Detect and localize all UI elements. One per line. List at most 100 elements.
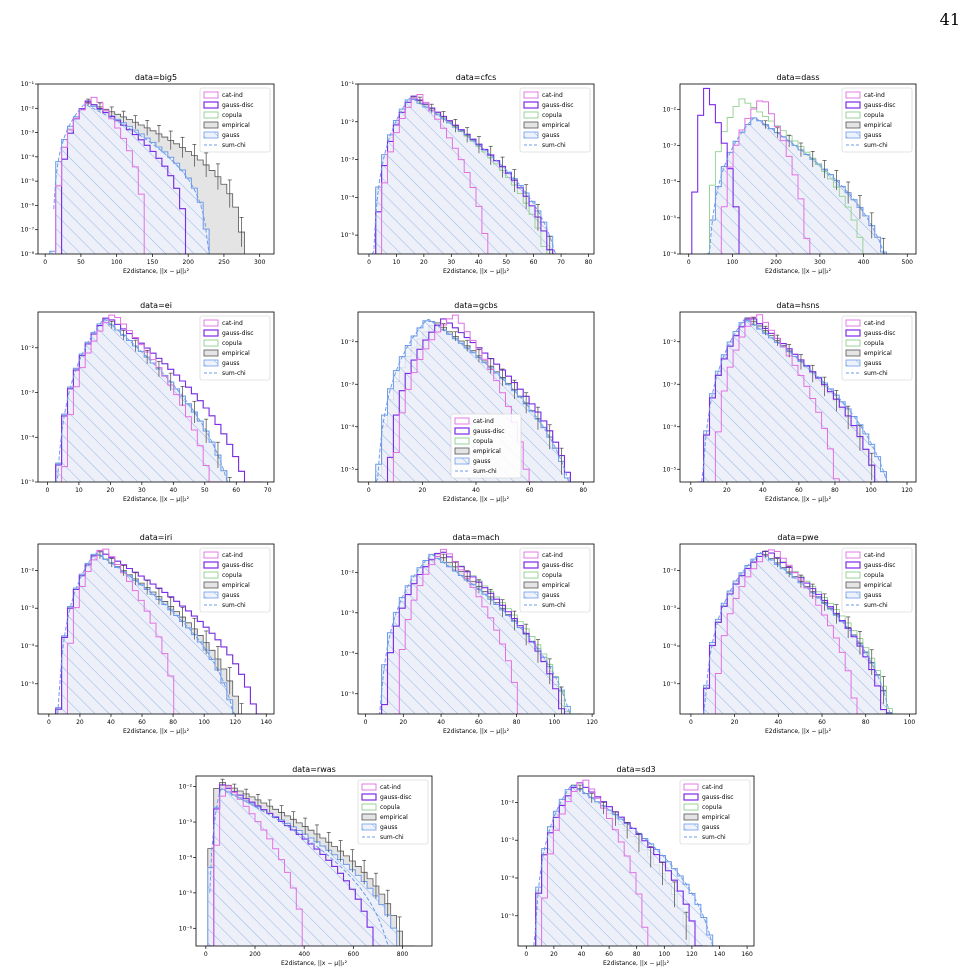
series-sum-chi <box>57 552 243 714</box>
legend-item-sum-chi: sum-chi <box>204 602 246 609</box>
error-bar <box>215 646 220 672</box>
error-bar <box>775 334 780 347</box>
legend: cat-ind gauss-disc copula empirical gauss sum… <box>199 547 271 613</box>
y-tick-label: 10⁻⁵ <box>179 890 193 897</box>
legend-label: sum-chi <box>542 142 566 149</box>
x-tick-label: 40 <box>475 259 483 266</box>
legend-item-cat-ind: cat-ind <box>683 783 723 791</box>
axes-frame <box>37 83 275 255</box>
legend-label: sum-chi <box>702 834 726 841</box>
error-bar <box>846 616 851 638</box>
error-bar <box>429 103 434 114</box>
legend-item-empirical: empirical <box>845 121 892 129</box>
y-tick-label: 10⁻⁵ <box>341 232 355 239</box>
series-gauss <box>49 102 210 254</box>
error-bar <box>512 169 517 193</box>
error-bar <box>660 861 665 886</box>
chart-svg: data=big5 0 50 100 150 200 250 300 10⁻⁸ 10⁻⁷ 10⁻⁶ 1… <box>21 73 275 275</box>
x-tick-label: 800 <box>397 951 409 958</box>
x-tick-label: 60 <box>530 259 538 266</box>
x-tick-label: 0 <box>689 719 693 726</box>
plot-area <box>53 314 263 482</box>
legend-item-gauss-disc: gauss-disc <box>361 793 412 801</box>
legend: cat-ind gauss-disc copula empirical gauss sum… <box>199 87 271 153</box>
y-tick-label: 10⁻⁵ <box>21 178 35 185</box>
y-tick-label: 10⁻⁸ <box>21 251 35 258</box>
legend-item-cat-ind: cat-ind <box>845 319 885 327</box>
x-tick-label: 100 <box>659 951 671 958</box>
error-bar <box>476 579 481 593</box>
error-bar <box>97 551 102 559</box>
y-tick-label: 10⁻⁴ <box>663 424 677 431</box>
legend-item-sum-chi: sum-chi <box>846 142 888 149</box>
legend-label: copula <box>702 804 722 811</box>
chart-title: data=big5 <box>135 73 177 82</box>
axes-frame <box>37 311 275 483</box>
legend-item-gauss-disc: gauss-disc <box>845 561 896 569</box>
error-bar <box>180 606 185 627</box>
x-tick-label: 20 <box>420 259 428 266</box>
x-tick-label: 60 <box>526 487 534 494</box>
series-cat-ind <box>393 548 524 714</box>
legend-item-copula: copula <box>845 339 884 347</box>
error-bar <box>239 703 244 714</box>
error-bar <box>192 144 197 167</box>
legend-item-sum-chi: sum-chi <box>846 602 888 609</box>
x-tick-label: 60 <box>605 951 613 958</box>
chart-panel-dass: data=dass 0 100 200 300 400 500 10⁻⁶ 10⁻⁵ 10⁻⁴ 10⁻… <box>652 70 952 280</box>
x-axis-label: E2distance, ||x − μ||₂² <box>281 960 348 967</box>
x-tick-label: 40 <box>169 487 177 494</box>
chart-panel-big5: data=big5 0 50 100 150 200 250 300 10⁻⁸ 10⁻⁷ 10⁻⁶ 1… <box>10 70 310 280</box>
legend-label: cat-ind <box>222 320 243 327</box>
x-axis-label: E2distance, ||x − μ||₂² <box>765 728 832 735</box>
legend-item-copula: copula <box>683 803 722 811</box>
error-bar <box>121 565 126 576</box>
x-tick-label: 20 <box>76 719 84 726</box>
axes-frame <box>357 83 595 255</box>
x-tick-label: 80 <box>169 719 177 726</box>
y-tick-label: 10⁻⁴ <box>21 154 35 161</box>
x-tick-label: 120 <box>229 719 241 726</box>
error-bar <box>751 317 756 325</box>
legend-label: sum-chi <box>380 834 404 841</box>
legend-label: empirical <box>864 122 892 129</box>
y-tick-label: 10⁻³ <box>663 142 677 149</box>
error-bar <box>822 376 827 397</box>
legend-label: empirical <box>380 814 408 821</box>
legend-item-gauss: gauss <box>203 359 240 367</box>
x-tick-label: 0 <box>367 259 371 266</box>
legend-label: gauss-disc <box>542 102 574 109</box>
legend: cat-ind gauss-disc copula empirical gauss sum… <box>357 779 429 845</box>
error-bar <box>109 558 114 568</box>
x-tick-label: 40 <box>437 719 445 726</box>
legend-label: copula <box>864 112 884 119</box>
error-bar <box>787 344 792 358</box>
error-bar <box>869 452 874 481</box>
y-tick-label: 10⁻⁵ <box>341 466 355 473</box>
series-cat-ind <box>375 93 494 254</box>
error-bar <box>267 799 272 813</box>
series-cat-ind <box>213 785 309 946</box>
x-tick-label: 80 <box>585 259 593 266</box>
x-tick-label: 10 <box>75 487 83 494</box>
y-tick-label: 10⁻⁵ <box>341 691 355 698</box>
error-bar <box>613 811 618 826</box>
legend-label: sum-chi <box>473 468 497 475</box>
error-bar <box>512 379 517 399</box>
legend-label: cat-ind <box>222 552 243 559</box>
error-bar <box>822 160 827 179</box>
legend-item-gauss: gauss <box>203 591 240 599</box>
legend: cat-ind gauss-disc copula empirical gauss sum… <box>841 315 913 381</box>
y-tick-label: 10⁻⁶ <box>663 251 677 258</box>
error-bar <box>763 325 768 336</box>
legend-label: cat-ind <box>380 784 401 791</box>
legend-item-copula: copula <box>361 803 400 811</box>
x-tick-label: 80 <box>513 719 521 726</box>
y-tick-label: 10⁻² <box>501 799 515 806</box>
chart-title: data=ei <box>140 301 172 310</box>
y-tick-label: 10⁻⁴ <box>341 424 355 431</box>
legend-label: empirical <box>222 582 250 589</box>
y-tick-label: 10⁻³ <box>501 837 515 844</box>
x-tick-label: 100 <box>727 259 739 266</box>
error-bar <box>465 339 470 352</box>
